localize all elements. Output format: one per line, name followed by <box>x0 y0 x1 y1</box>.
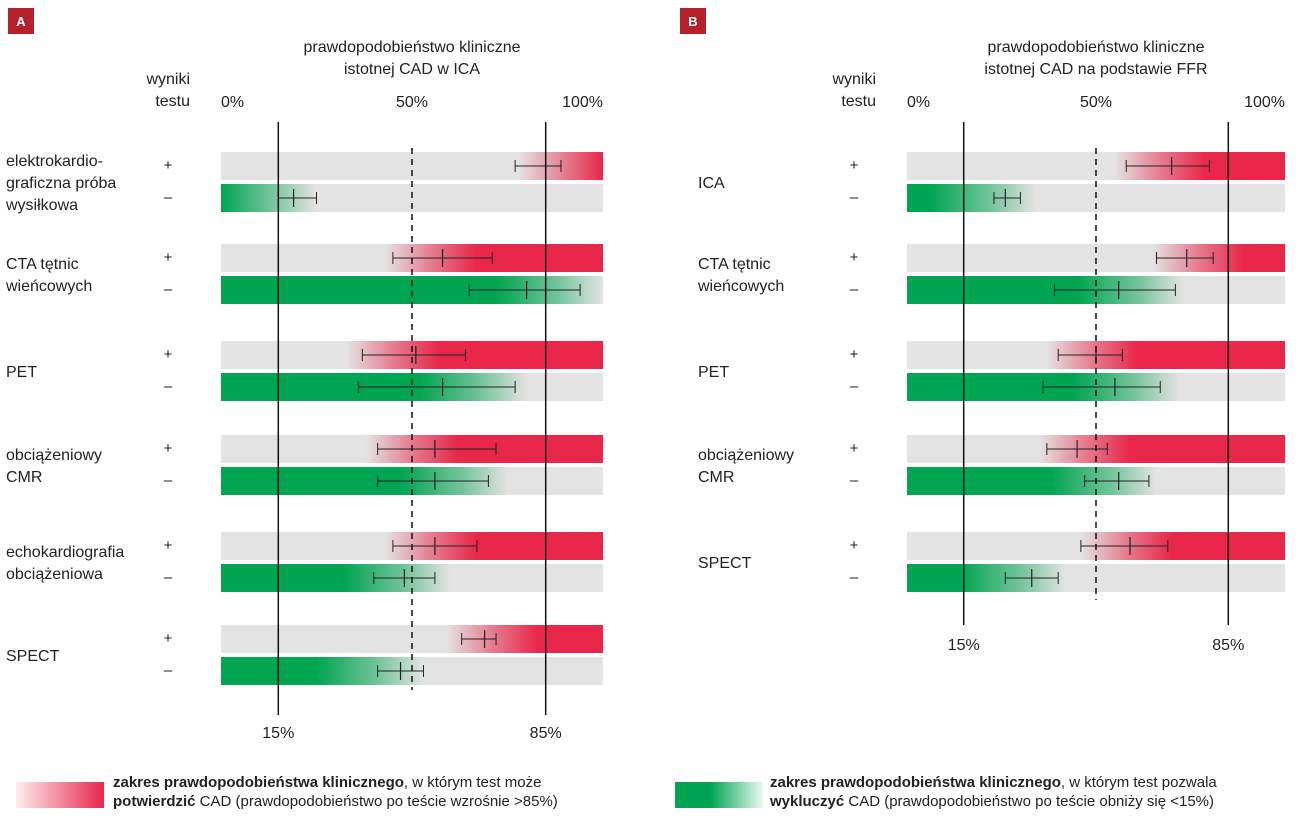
panel-a-test-1-neg-sign: – <box>164 189 173 206</box>
legend-red-bold-2: potwierdzić <box>113 793 196 810</box>
panel-a-test-1-label-line-3: wysiłkowa <box>5 197 78 214</box>
panel-b-test-4-pos-sign: + <box>850 440 859 457</box>
panel-a-tick-0: 0% <box>221 94 244 111</box>
legend-green-bold-2: wykluczyć <box>770 793 845 810</box>
panel-a-test-4-neg-sign: – <box>164 472 173 489</box>
panel-a-test-1-label-line-1: elektrokardio- <box>6 153 103 170</box>
panel-a-test-3-neg-sign: – <box>164 378 173 395</box>
panel-b-tick-100: 100% <box>1244 94 1285 111</box>
panel-b-test-1-pos-sign: + <box>850 157 859 174</box>
panel-b-tick-0: 0% <box>907 94 930 111</box>
panel-b-title-line-1: prawdopodobieństwo kliniczne <box>987 39 1204 56</box>
panel-b-threshold-label-1: 15% <box>948 637 980 654</box>
panel-b-tick-50: 50% <box>1080 94 1112 111</box>
panel-b-badge <box>680 8 706 34</box>
panel-a-test-5-label-line-2: obciążeniowa <box>6 566 103 583</box>
panel-a-test-5-pos-sign: + <box>164 537 173 554</box>
panel-a-test-2-pos-sign: + <box>164 249 173 266</box>
legend-red-text-1: , w którym test może <box>403 774 542 791</box>
panel-a-test-3-pos-sign: + <box>164 346 173 363</box>
panel-a-test-5-label-line-1: echokardiografia <box>6 544 124 561</box>
panel-b-test-2-neg-sign: – <box>850 281 859 298</box>
panel-b-test-1-label-line-1: ICA <box>698 175 725 192</box>
panel-a-results-header-2: testu <box>155 93 190 110</box>
panel-a-test-4-label-line-2: CMR <box>6 469 42 486</box>
panel-b-test-5-pos-sign: + <box>850 537 859 554</box>
panel-a-badge-label: A <box>16 14 26 29</box>
legend-red-bold-1: zakres prawdopodobieństwa klinicznego <box>113 774 404 791</box>
panel-b-title-line-2: istotnej CAD na podstawie FFR <box>984 61 1207 78</box>
panel-a-test-6-pos-sign: + <box>164 630 173 647</box>
panel-b-threshold-label-2: 85% <box>1212 637 1244 654</box>
legend-green-text-2: CAD (prawdopodobieństwo po teście obniży… <box>844 793 1215 810</box>
panel-b-test-3-neg-sign: – <box>850 378 859 395</box>
panel-b-badge-label: B <box>688 14 697 29</box>
legend-green-text-1: , w którym test pozwala <box>1060 774 1217 791</box>
panel-a-test-6-label-line-1: SPECT <box>6 648 60 665</box>
panel-a-test-1-label-line-2: graficzna próba <box>6 175 116 192</box>
panel-a-test-1-pos-sign: + <box>164 157 173 174</box>
panel-b-test-2-pos-sign: + <box>850 249 859 266</box>
panel-a-test-2-neg-sign: – <box>164 281 173 298</box>
panel-a-test-4-label-line-1: obciążeniowy <box>6 447 102 464</box>
panel-a-title-line-2: istotnej CAD w ICA <box>344 61 480 78</box>
legend-green-bold-1: zakres prawdopodobieństwa klinicznego <box>770 774 1061 791</box>
panel-b-test-2-label-line-1: CTA tętnic <box>698 256 771 273</box>
legend-red-text: zakres prawdopodobieństwa klinicznego, w… <box>113 773 673 811</box>
panel-b-results-header-1: wyniki <box>831 71 876 88</box>
panel-b-test-1-neg-sign: – <box>850 189 859 206</box>
panel-a-threshold-label-1: 15% <box>262 725 294 742</box>
panel-a-results-header-1: wyniki <box>145 71 190 88</box>
panel-b-test-5-neg-sign: – <box>850 569 859 586</box>
panel-b-test-3-label-line-1: PET <box>698 364 729 381</box>
legend-green-text: zakres prawdopodobieństwa klinicznego, w… <box>770 773 1300 811</box>
panel-a-test-4-pos-sign: + <box>164 440 173 457</box>
panel-a-title-line-1: prawdopodobieństwo kliniczne <box>303 39 520 56</box>
panel-b-results-header-2: testu <box>841 93 876 110</box>
panel-a-test-2-label-line-1: CTA tętnic <box>6 256 79 273</box>
legend-red-swatch <box>16 782 104 808</box>
panel-b-test-5-label-line-1: SPECT <box>698 555 752 572</box>
panel-b-test-3-pos-sign: + <box>850 346 859 363</box>
panel-a-test-3-label-line-1: PET <box>6 364 37 381</box>
panel-b-test-4-label-line-2: CMR <box>698 469 734 486</box>
panel-a-threshold-label-2: 85% <box>530 725 562 742</box>
panel-b-test-4-label-line-1: obciążeniowy <box>698 447 794 464</box>
panel-a-test-6-neg-sign: – <box>164 662 173 679</box>
panel-a-test-5-neg-sign: – <box>164 569 173 586</box>
legend-green-swatch <box>675 782 763 808</box>
panel-a-test-2-label-line-2: wieńcowych <box>5 278 92 295</box>
panel-a-badge <box>8 8 34 34</box>
panel-a-tick-50: 50% <box>396 94 428 111</box>
legend-red-text-2: CAD (prawdopodobieństwo po teście wzrośn… <box>195 793 558 810</box>
panel-b-test-4-neg-sign: – <box>850 472 859 489</box>
panel-b-test-2-label-line-2: wieńcowych <box>697 278 784 295</box>
panel-a-tick-100: 100% <box>562 94 603 111</box>
